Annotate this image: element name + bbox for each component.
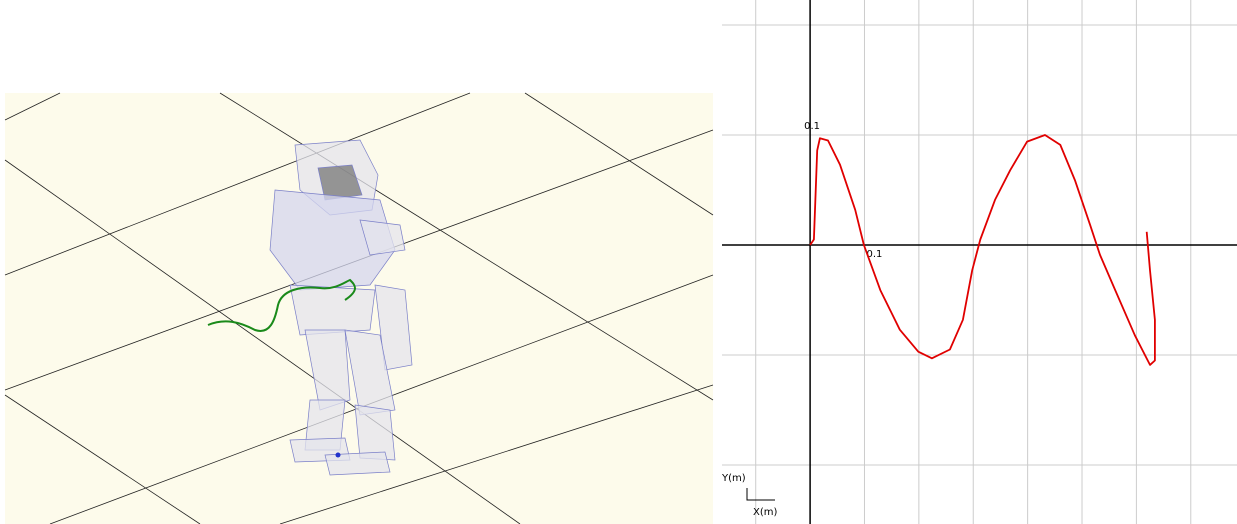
y-tick-label: 0.1 <box>804 121 820 132</box>
y-axis-label: Y(m) <box>721 473 746 484</box>
trajectory-plot: 0.1 0.1 <box>722 0 1237 524</box>
trajectory-line <box>809 134 1156 366</box>
com-trajectory <box>207 278 356 332</box>
robot-model <box>269 139 413 476</box>
scene-view <box>4 92 714 524</box>
axis-glyph <box>746 488 775 501</box>
foot-marker <box>335 452 341 458</box>
x-axis-label: X(m) <box>753 507 777 518</box>
x-tick-label: 0.1 <box>866 249 882 260</box>
